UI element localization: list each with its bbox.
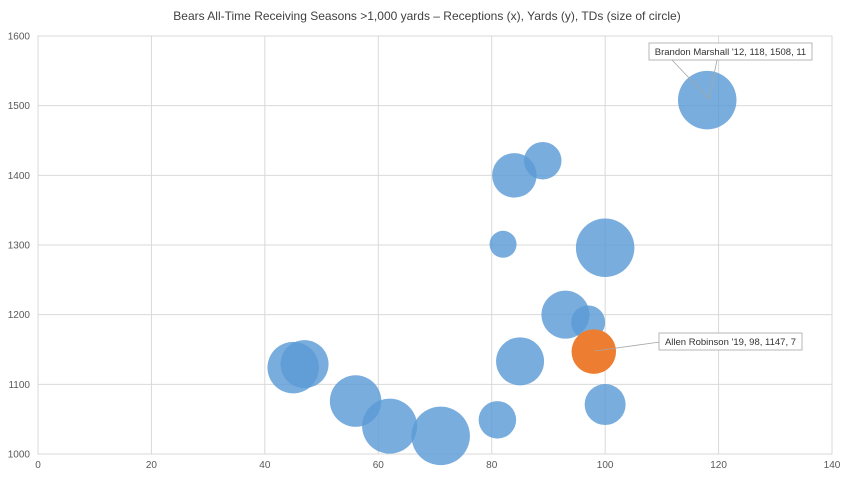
x-tick-label: 20	[146, 460, 158, 471]
x-tick-label: 120	[710, 460, 727, 471]
y-tick-label: 1300	[8, 241, 31, 252]
callout-leader	[594, 341, 661, 352]
x-tick-label: 60	[373, 460, 385, 471]
y-tick-label: 1100	[8, 380, 30, 391]
x-tick-label: 40	[259, 460, 271, 471]
bubble	[584, 384, 626, 426]
y-tick-label: 1200	[8, 310, 31, 321]
bubble	[677, 70, 737, 130]
bubbles	[267, 70, 737, 466]
x-tick-label: 100	[597, 460, 614, 471]
callout-label: Brandon Marshall '12, 118, 1508, 11	[655, 47, 806, 58]
bubble	[496, 337, 545, 386]
bubble	[575, 218, 635, 278]
highlight-bubble	[571, 329, 617, 374]
callout-label: Allen Robinson '19, 98, 1147, 7	[665, 337, 796, 348]
chart-title: Bears All-Time Receiving Seasons >1,000 …	[173, 9, 681, 23]
bubble	[411, 406, 470, 466]
bubble	[362, 398, 418, 454]
axis-tick-labels: 0 20 40 60 80 100 120 140 1000 1100 1200 1300 1400 15…	[8, 32, 841, 472]
x-tick-label: 80	[486, 460, 498, 471]
callout-box	[648, 42, 813, 61]
bubble	[524, 141, 562, 180]
y-tick-label: 1000	[8, 450, 31, 461]
y-tick-label: 1600	[8, 32, 31, 43]
x-tick-label: 140	[824, 460, 841, 471]
callout-box	[658, 332, 803, 351]
y-tick-label: 1400	[8, 171, 31, 182]
bubble	[280, 340, 329, 389]
data-callouts: Brandon Marshall '12, 118, 1508, 11 Allen…	[594, 42, 813, 352]
y-tick-label: 1500	[8, 101, 31, 112]
bubble	[489, 230, 517, 258]
x-tick-label: 0	[35, 460, 41, 471]
callout-leader	[671, 59, 718, 100]
bubble	[478, 401, 517, 439]
